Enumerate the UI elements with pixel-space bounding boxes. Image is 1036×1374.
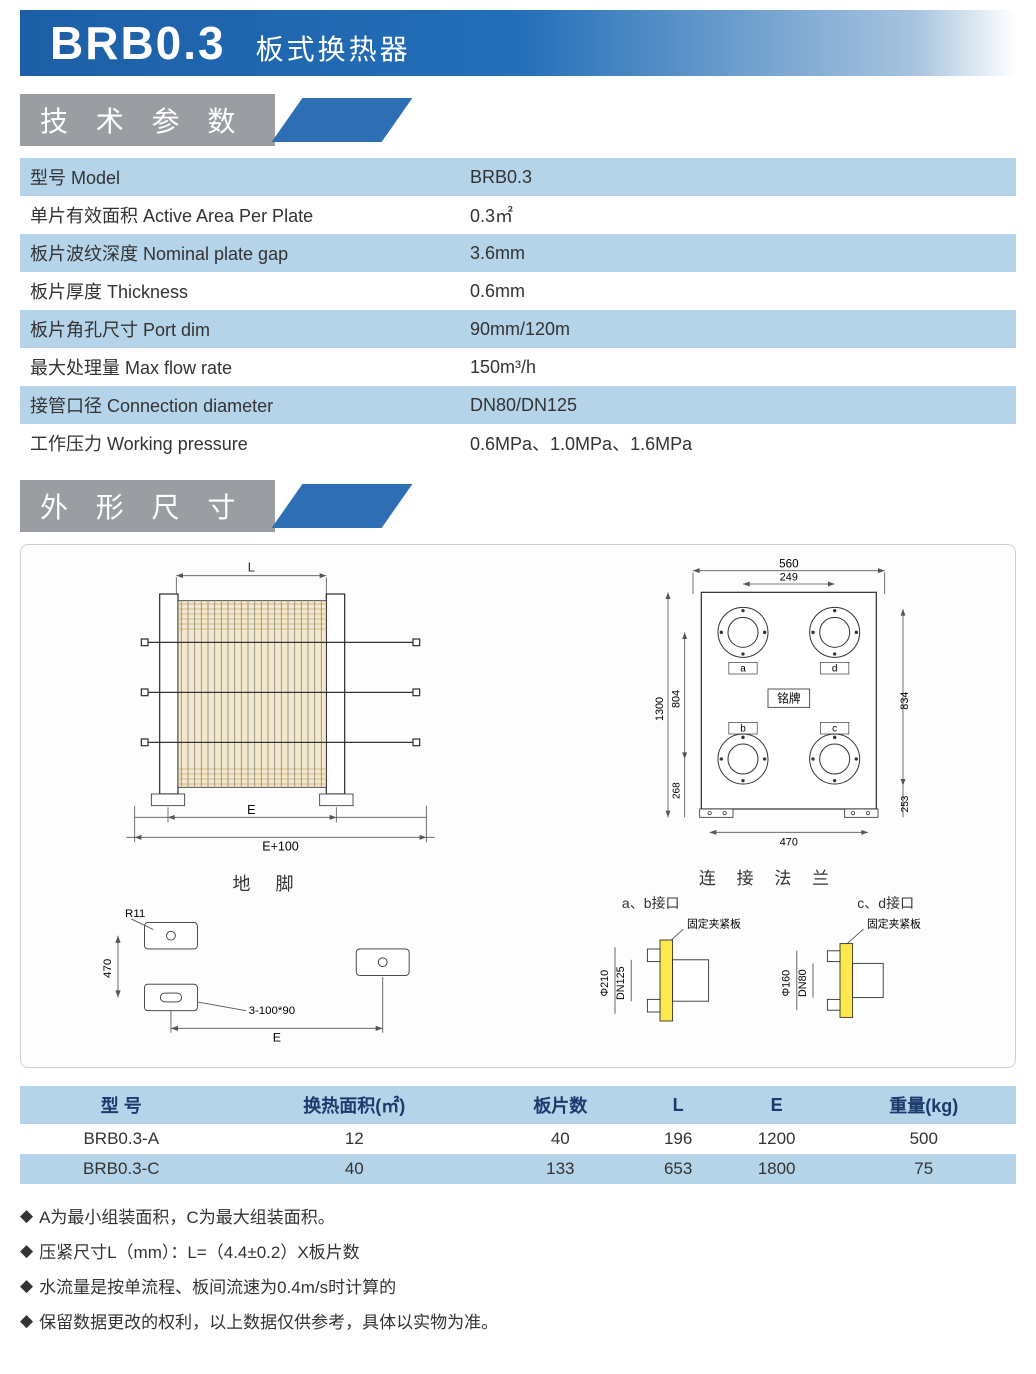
port-a: a (740, 664, 746, 675)
foot-title: 地 脚 (33, 870, 503, 896)
dim-phi210: Φ210 (599, 970, 611, 997)
title-banner: BRB0.3 板式换热器 (20, 10, 1016, 76)
spec-row: 工作压力 Working pressure0.6MPa、1.0MPa、1.6MP… (20, 424, 1016, 462)
section-header-spec: 技 术 参 数 (20, 94, 1016, 146)
spec-value: 0.6MPa、1.0MPa、1.6MPa (470, 430, 1006, 456)
spec-row: 板片厚度 Thickness0.6mm (20, 272, 1016, 310)
table-cell: 75 (832, 1154, 1017, 1184)
table-col: 板片数 (486, 1086, 635, 1124)
dim-dn125: DN125 (615, 966, 627, 1000)
spec-row: 板片角孔尺寸 Port dim90mm/120m (20, 310, 1016, 348)
note-line: 压紧尺寸L（mm）：L=（4.4±0.2）X板片数 (20, 1233, 1016, 1268)
dim-470: 470 (780, 837, 798, 849)
dim-L: L (248, 560, 255, 575)
table-cell: 500 (832, 1124, 1017, 1154)
diagram-side-view: L (33, 559, 503, 864)
dim-834: 834 (899, 692, 911, 710)
section-header-dims: 外 形 尺 寸 (20, 480, 1016, 532)
table-cell: 196 (635, 1124, 722, 1154)
spec-label: 最大处理量 Max flow rate (30, 354, 470, 380)
note-line: 保留数据更改的权利，以上数据仅供参考，具体以实物为准。 (20, 1303, 1016, 1338)
spec-value: BRB0.3 (470, 167, 1006, 188)
notes-list: A为最小组装面积，C为最大组装面积。压紧尺寸L（mm）：L=（4.4±0.2）X… (20, 1198, 1016, 1338)
spec-row: 型号 ModelBRB0.3 (20, 158, 1016, 196)
table-col: 换热面积(㎡) (223, 1086, 487, 1124)
flange-right-sub: c、d接口 (857, 893, 914, 913)
spec-label: 板片波纹深度 Nominal plate gap (30, 240, 470, 266)
port-c: c (832, 724, 837, 735)
spec-label: 板片角孔尺寸 Port dim (30, 316, 470, 342)
dim-dn80: DN80 (797, 969, 809, 997)
section-title-spec: 技 术 参 数 (20, 94, 275, 146)
table-cell: 40 (486, 1124, 635, 1154)
clamp-label-r: 固定夹紧板 (867, 917, 921, 930)
table-row: BRB0.3-A12401961200500 (20, 1124, 1016, 1154)
spec-value: 3.6mm (470, 243, 1006, 264)
note-line: 水流量是按单流程、板间流速为0.4m/s时计算的 (20, 1268, 1016, 1303)
dim-r11: R11 (125, 908, 145, 920)
flange-title: 连 接 法 兰 (533, 864, 1003, 889)
dim-phi160: Φ160 (781, 970, 793, 997)
spec-row: 接管口径 Connection diameterDN80/DN125 (20, 386, 1016, 424)
table-cell: BRB0.3-A (20, 1124, 223, 1154)
table-col: E (722, 1086, 832, 1124)
dim-268: 268 (672, 782, 683, 799)
table-cell: 1800 (722, 1154, 832, 1184)
dim-804: 804 (671, 690, 683, 708)
table-cell: 12 (223, 1124, 487, 1154)
note-line: A为最小组装面积，C为最大组装面积。 (20, 1198, 1016, 1233)
table-row: BRB0.3-C40133653180075 (20, 1154, 1016, 1184)
dim-Ep100: E+100 (262, 840, 299, 854)
spec-label: 型号 Model (30, 164, 470, 190)
spec-value: DN80/DN125 (470, 395, 1006, 416)
dim-foot-E: E (273, 1031, 281, 1045)
dim-slot: 3-100*90 (249, 1005, 296, 1017)
dim-table-wrap: 型 号换热面积(㎡)板片数LE重量(kg) BRB0.3-A1240196120… (20, 1086, 1016, 1184)
spec-value: 0.6mm (470, 281, 1006, 302)
diagram-panel: L (20, 544, 1016, 1068)
table-cell: 653 (635, 1154, 722, 1184)
spec-row: 最大处理量 Max flow rate150m³/h (20, 348, 1016, 386)
dim-table: 型 号换热面积(㎡)板片数LE重量(kg) BRB0.3-A1240196120… (20, 1086, 1016, 1184)
diagram-flange: 连 接 法 兰 a、b接口 c、d接口 固定夹紧板 Φ210 DN125 (533, 864, 1003, 1053)
spec-label: 单片有效面积 Active Area Per Plate (30, 202, 470, 228)
table-cell: 40 (223, 1154, 487, 1184)
product-code: BRB0.3 (50, 16, 226, 70)
dim-foot-470: 470 (102, 959, 114, 978)
flange-left-sub: a、b接口 (622, 893, 680, 913)
spec-value: 0.3㎡ (470, 202, 1006, 228)
dim-1300: 1300 (654, 697, 666, 721)
spec-row: 单片有效面积 Active Area Per Plate0.3㎡ (20, 196, 1016, 234)
table-cell: 133 (486, 1154, 635, 1184)
diagram-front-view: 560 249 (533, 559, 1003, 864)
table-col: L (635, 1086, 722, 1124)
section-title-dims: 外 形 尺 寸 (20, 480, 275, 532)
table-cell: 1200 (722, 1124, 832, 1154)
spec-table: 型号 ModelBRB0.3单片有效面积 Active Area Per Pla… (20, 158, 1016, 462)
port-d: d (832, 664, 838, 675)
table-cell: BRB0.3-C (20, 1154, 223, 1184)
clamp-label-l: 固定夹紧板 (687, 917, 741, 930)
dim-E: E (247, 803, 255, 817)
section-chevron-icon (272, 484, 413, 528)
table-head: 型 号换热面积(㎡)板片数LE重量(kg) (20, 1086, 1016, 1124)
table-col: 型 号 (20, 1086, 223, 1124)
spec-label: 板片厚度 Thickness (30, 278, 470, 304)
spec-row: 板片波纹深度 Nominal plate gap3.6mm (20, 234, 1016, 272)
spec-label: 接管口径 Connection diameter (30, 392, 470, 418)
product-label: 板式换热器 (256, 28, 411, 68)
spec-label: 工作压力 Working pressure (30, 430, 470, 456)
port-b: b (740, 724, 746, 735)
spec-value: 90mm/120m (470, 319, 1006, 340)
dim-560: 560 (779, 559, 799, 570)
dim-253: 253 (900, 795, 911, 812)
diagram-foot: 地 脚 R11 3-100*90 470 (33, 864, 503, 1053)
nameplate: 铭牌 (777, 691, 801, 705)
table-col: 重量(kg) (832, 1086, 1017, 1124)
section-chevron-icon (272, 98, 413, 142)
spec-value: 150m³/h (470, 357, 1006, 378)
dim-249: 249 (780, 572, 798, 584)
